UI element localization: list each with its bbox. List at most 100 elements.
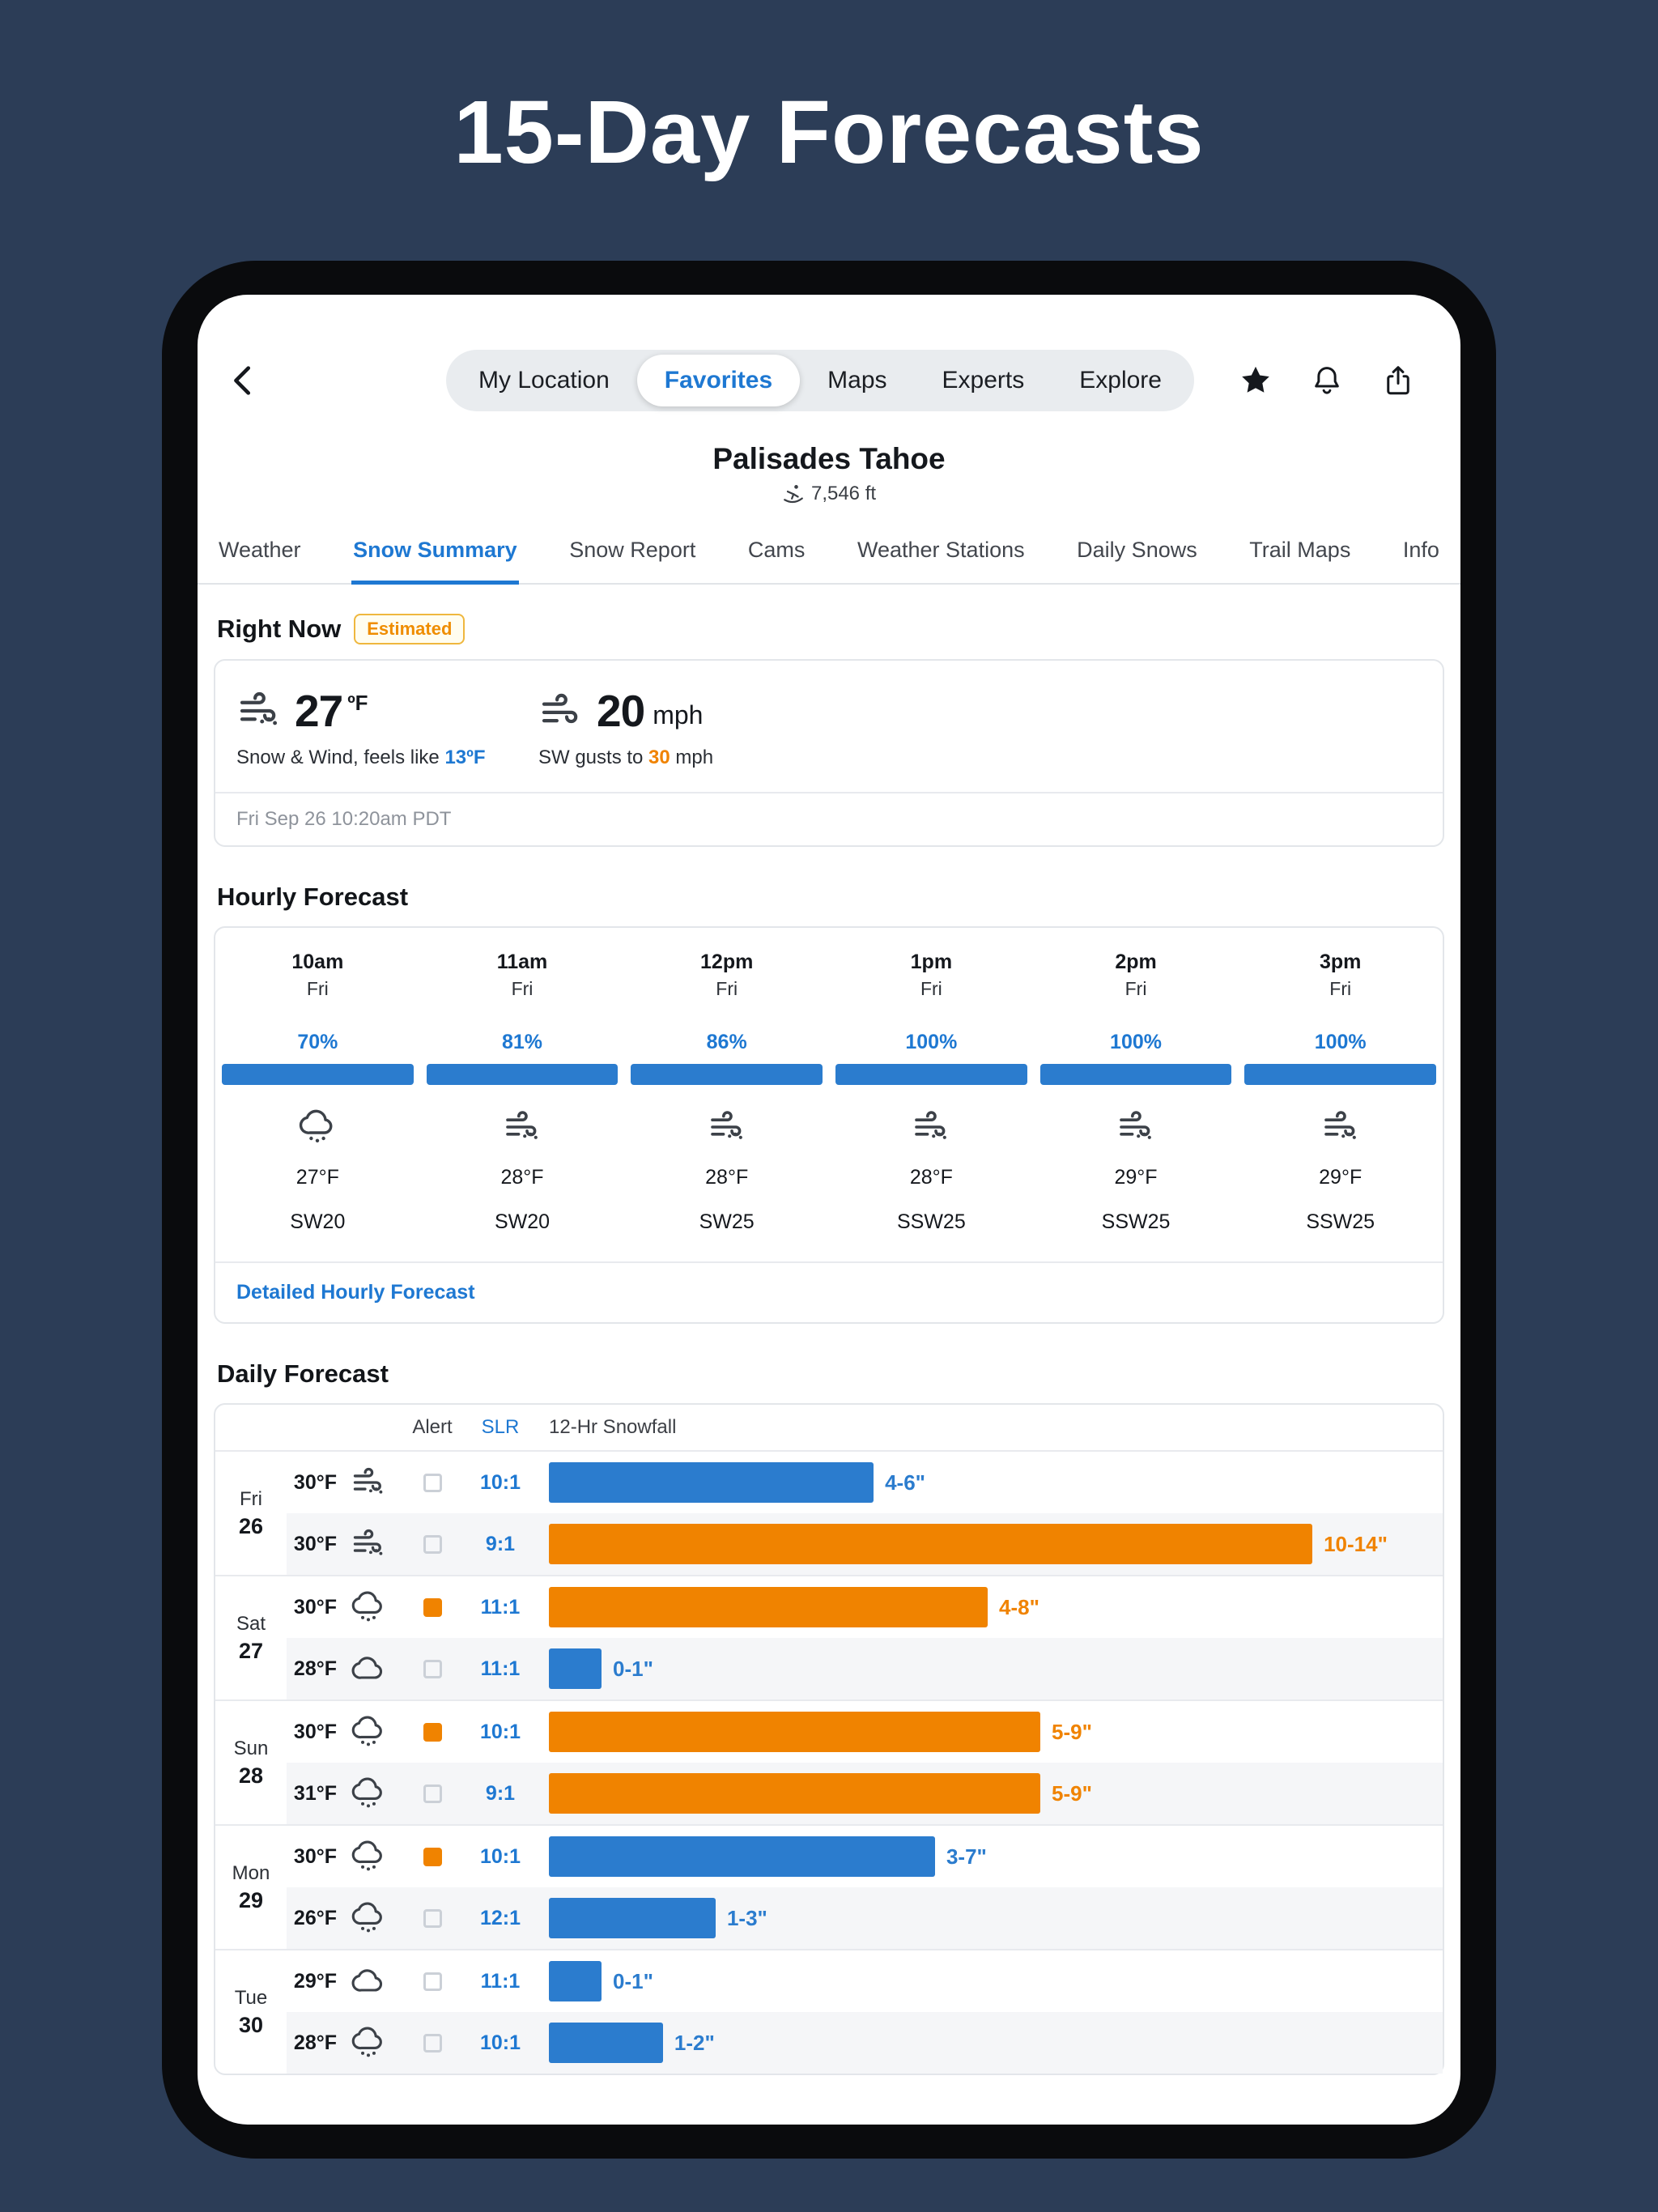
bell-icon[interactable]: [1310, 364, 1344, 398]
forecast-row[interactable]: 28°F 11:1 0-1": [287, 1638, 1443, 1699]
blowing-snow-icon: [829, 1108, 1034, 1148]
blowing-snow-icon: [1034, 1108, 1239, 1148]
slr-value: 10:1: [479, 2031, 521, 2054]
slr-value: 10:1: [479, 1720, 521, 1743]
hour-label: 2pm: [1115, 951, 1157, 973]
tab-snow-summary[interactable]: Snow Summary: [351, 533, 519, 585]
hour-wind: SW25: [699, 1210, 755, 1233]
precip-probability: 86%: [706, 1031, 747, 1053]
blowing-snow-icon: [337, 1465, 400, 1500]
alert-indicator: [400, 1597, 465, 1617]
hourly-column: 2pm Fri 100% 29°F SSW25: [1034, 951, 1239, 1234]
forecast-row[interactable]: 28°F 10:1 1-2": [287, 2012, 1443, 2074]
slr-value: 10:1: [479, 1844, 521, 1868]
snow-shower-icon: [337, 1839, 400, 1874]
current-temp-unit: ºF: [347, 690, 368, 715]
hour-wind: SW20: [290, 1210, 346, 1233]
snowfall-bar: [549, 1648, 602, 1689]
tab-info[interactable]: Info: [1402, 538, 1439, 562]
share-icon[interactable]: [1381, 364, 1415, 398]
daily-forecast-heading: Daily Forecast: [217, 1359, 389, 1388]
alert-indicator: [400, 1972, 465, 1991]
slr-value: 9:1: [485, 1532, 516, 1555]
snowfall-amount: 0-1": [613, 1968, 653, 1993]
right-now-card: 27 ºF Snow & Wind, feels like 13ºF 20 mp…: [214, 659, 1444, 847]
snowfall-bar: [549, 1524, 1313, 1564]
current-wind-speed: 20: [597, 686, 645, 736]
row-temp: 28°F: [293, 2031, 337, 2054]
forecast-row[interactable]: 30°F 11:1 4-8": [287, 1576, 1443, 1638]
row-temp: 28°F: [293, 1657, 337, 1680]
blowing-snow-icon: [1238, 1108, 1443, 1148]
precip-probability: 70%: [297, 1031, 338, 1053]
snow-shower-icon: [337, 1900, 400, 1936]
nav-tab-experts[interactable]: Experts: [942, 367, 1025, 393]
estimated-badge: Estimated: [354, 614, 466, 644]
hourly-column: 11am Fri 81% 28°F SW20: [420, 951, 625, 1234]
hour-day: Fri: [306, 978, 329, 999]
row-temp: 31°F: [293, 1781, 337, 1805]
back-chevron-icon[interactable]: [225, 362, 262, 399]
skier-icon: [782, 483, 805, 505]
forecast-row[interactable]: 29°F 11:1 0-1": [287, 1950, 1443, 2012]
elevation-value: 7,546 ft: [810, 483, 877, 504]
snowfall-bar: [549, 1961, 602, 2001]
feels-like-value: 13ºF: [444, 747, 486, 768]
slr-value: 9:1: [485, 1781, 516, 1805]
forecast-row[interactable]: 30°F 10:1 4-6": [287, 1452, 1443, 1513]
top-navbar: My Location Favorites Maps Experts Explo…: [225, 340, 1415, 421]
snowfall-column-header: 12-Hr Snowfall: [549, 1416, 677, 1438]
hour-label: 1pm: [910, 951, 953, 973]
slr-column-header[interactable]: SLR: [481, 1416, 520, 1438]
tab-snow-report[interactable]: Snow Report: [569, 538, 696, 562]
forecast-row[interactable]: 30°F 10:1 3-7": [287, 1826, 1443, 1887]
nav-tab-favorites[interactable]: Favorites: [636, 355, 801, 406]
nav-tab-maps[interactable]: Maps: [827, 367, 887, 393]
alert-indicator: [400, 1473, 465, 1492]
snowfall-amount: 1-2": [674, 2030, 715, 2055]
snow-shower-icon: [337, 1714, 400, 1750]
tab-cams[interactable]: Cams: [747, 538, 806, 562]
forecast-row[interactable]: 30°F 9:1 10-14": [287, 1513, 1443, 1575]
daily-group: Sun 28 30°F 10:1 5-9": [215, 1699, 1443, 1824]
hour-temp: 28°F: [909, 1166, 953, 1189]
forecast-row[interactable]: 31°F 9:1 5-9": [287, 1763, 1443, 1824]
tab-weather-stations[interactable]: Weather Stations: [857, 538, 1025, 562]
top-nav-segmented-control: My Location Favorites Maps Experts Explo…: [446, 350, 1194, 411]
nav-tab-explore[interactable]: Explore: [1079, 367, 1162, 393]
snowfall-amount: 1-3": [726, 1905, 767, 1930]
hourly-column: 10am Fri 70% 27°F SW20: [215, 951, 420, 1234]
tablet-frame: My Location Favorites Maps Experts Explo…: [162, 261, 1496, 2159]
current-wind-block: 20 mph SW gusts to 30 mph: [538, 685, 713, 769]
slr-value: 11:1: [480, 1969, 521, 1993]
snowfall-amount: 5-9": [1052, 1719, 1092, 1744]
hourly-forecast-heading: Hourly Forecast: [217, 883, 409, 911]
day-label: Mon 29: [232, 1861, 270, 1912]
snowfall-amount: 4-8": [999, 1594, 1039, 1619]
detailed-hourly-forecast-link[interactable]: Detailed Hourly Forecast: [236, 1281, 475, 1304]
forecast-row[interactable]: 26°F 12:1 1-3": [287, 1887, 1443, 1949]
tab-trail-maps[interactable]: Trail Maps: [1249, 538, 1351, 562]
alert-indicator: [400, 1659, 465, 1678]
precip-bar: [631, 1064, 823, 1085]
alert-indicator: [400, 2033, 465, 2052]
star-icon[interactable]: [1239, 364, 1273, 398]
location-elevation: 7,546 ft: [198, 483, 1460, 505]
tab-daily-snows[interactable]: Daily Snows: [1077, 538, 1197, 562]
precip-probability: 100%: [1110, 1031, 1162, 1053]
precip-probability: 100%: [1314, 1031, 1367, 1053]
hour-temp: 29°F: [1319, 1166, 1363, 1189]
hour-temp: 29°F: [1114, 1166, 1158, 1189]
row-temp: 30°F: [293, 1532, 337, 1555]
page-title: 15-Day Forecasts: [453, 83, 1205, 182]
hour-label: 12pm: [700, 951, 754, 973]
nav-tab-my-location[interactable]: My Location: [478, 367, 610, 393]
current-wind-unit: mph: [653, 700, 704, 730]
slr-value: 11:1: [480, 1595, 521, 1619]
snowfall-bar: [549, 1587, 988, 1627]
hour-temp: 28°F: [705, 1166, 749, 1189]
alert-indicator: [400, 1784, 465, 1803]
tab-weather[interactable]: Weather: [219, 538, 301, 562]
blowing-snow-icon: [337, 1526, 400, 1562]
forecast-row[interactable]: 30°F 10:1 5-9": [287, 1701, 1443, 1763]
